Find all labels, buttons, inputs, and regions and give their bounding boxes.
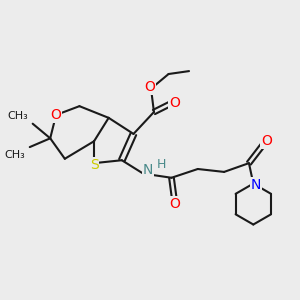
- Text: O: O: [144, 80, 155, 94]
- Text: O: O: [51, 108, 62, 122]
- Text: N: N: [143, 164, 153, 178]
- Text: CH₃: CH₃: [4, 150, 26, 160]
- Text: H: H: [157, 158, 166, 171]
- Text: S: S: [90, 158, 98, 172]
- Text: O: O: [169, 197, 180, 211]
- Text: O: O: [169, 96, 180, 110]
- Text: CH₃: CH₃: [8, 111, 28, 121]
- Text: N: N: [250, 178, 261, 192]
- Text: O: O: [261, 134, 272, 148]
